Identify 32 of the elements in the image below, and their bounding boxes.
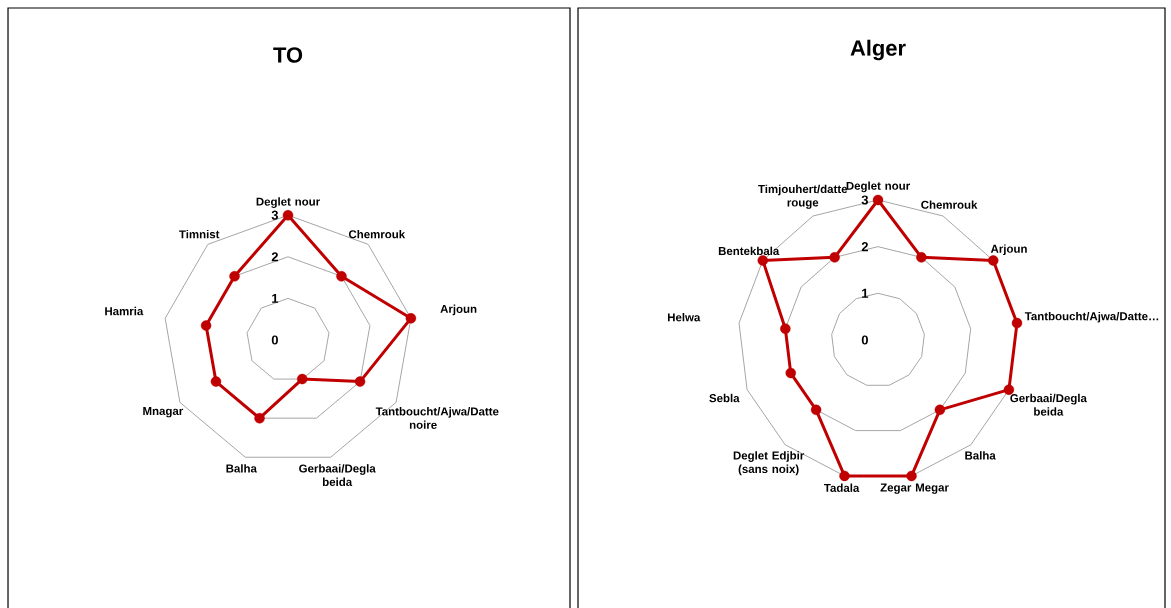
spoke-label: Helwa (667, 313, 701, 322)
spoke-label: Bentekbala (718, 246, 780, 256)
y-tick-label: 3 (271, 210, 279, 220)
spoke-label: Deglet nour (256, 197, 320, 209)
spoke-label: Timjouhert/datte rouge (758, 184, 848, 209)
y-tick-label: 1 (272, 293, 279, 303)
spoke-label: Arjoun (440, 304, 477, 316)
chart-title: Alger (850, 39, 906, 61)
y-tick-label: 3 (861, 195, 869, 205)
spoke-label: Tantboucht/Ajwa/Datte noire (375, 407, 499, 429)
spoke-label: Tadala (823, 483, 860, 492)
spoke-label: Tantboucht/Ajwa/Datte… (1024, 311, 1159, 323)
spoke-label: Chemrouk (921, 200, 978, 209)
spoke-label: Arjoun (990, 244, 1027, 256)
y-tick-label: 2 (271, 252, 278, 262)
spoke-label: Timnist (179, 229, 220, 239)
spoke-label: Balha (965, 451, 996, 460)
y-tick-label: 0 (271, 335, 278, 345)
spoke-label: Chemrouk (348, 229, 406, 239)
chart-title: TO (273, 47, 303, 63)
spoke-label: Sebla (709, 393, 740, 403)
y-tick-label: 1 (862, 288, 869, 298)
spoke-label: Gerbaai/Degla beida (299, 464, 376, 486)
spoke-label: Gerbaai/Degla beida (1010, 393, 1087, 416)
spoke-label: Mnagar (143, 407, 184, 418)
spoke-label: Deglet Edjbir (sans noix) (733, 451, 805, 476)
y-tick-label: 0 (861, 335, 868, 345)
spoke-label: Hamria (105, 306, 144, 316)
spoke-label: Zegar Megar (880, 483, 949, 494)
y-tick-label: 2 (861, 242, 868, 252)
spoke-label: Balha (226, 464, 257, 473)
spoke-label: Deglet nour (846, 181, 910, 193)
